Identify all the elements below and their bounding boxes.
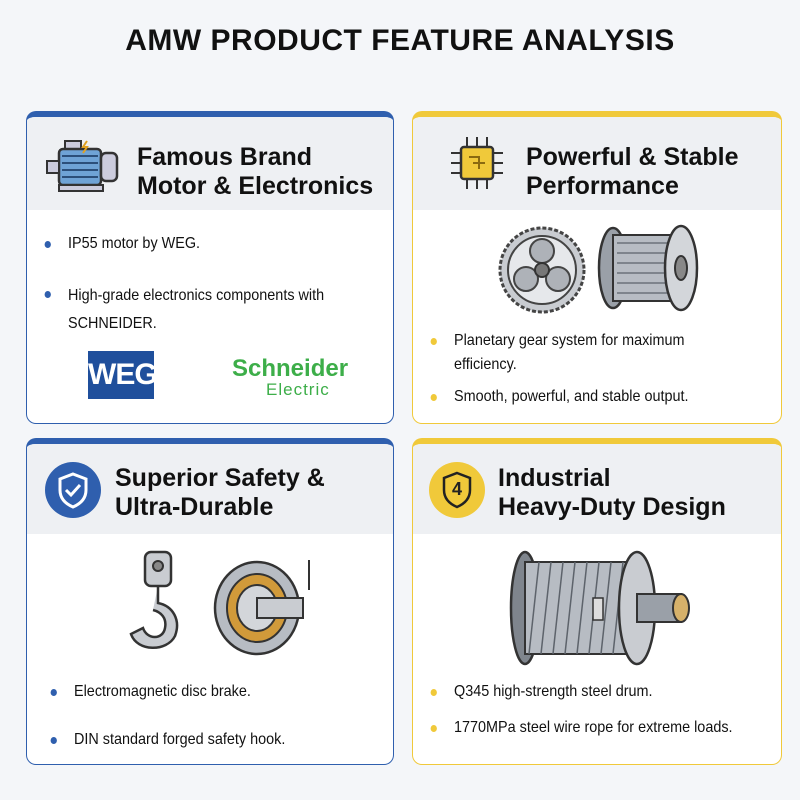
electric-motor-icon <box>46 140 119 192</box>
card-title: Industrial Heavy-Duty Design <box>498 464 726 522</box>
feature-item: Planetary gear system for maximum effici… <box>427 329 697 377</box>
feature-item: Electromagnetic disc brake. <box>47 680 344 704</box>
shield-check-icon <box>45 462 101 518</box>
safety-hook-illustration <box>129 550 179 649</box>
card-title-line: Heavy-Duty Design <box>498 493 726 521</box>
planetary-gear-illustration <box>498 226 586 314</box>
card-heavy-duty: 4 Industrial Heavy-Duty Design Q345 high… <box>412 438 782 765</box>
feature-list: Planetary gear system for maximum effici… <box>427 329 757 409</box>
card-safety: Superior Safety & Ultra-Durable Electrom… <box>26 438 394 765</box>
feature-item: Q345 high-strength steel drum. <box>427 680 733 704</box>
card-performance: Powerful & Stable Performance Planetary … <box>412 111 782 424</box>
card-title-line: Motor & Electronics <box>137 172 374 200</box>
card-title-line: Powerful & Stable <box>526 143 739 171</box>
card-title-line: Ultra-Durable <box>115 493 274 521</box>
feature-item: High-grade electronics components with S… <box>41 282 338 338</box>
feature-list: Electromagnetic disc brake. DIN standard… <box>47 680 377 752</box>
card-title: Superior Safety & Ultra-Durable <box>115 464 325 522</box>
feature-item: 1770MPa steel wire rope for extreme load… <box>427 716 733 740</box>
card-title: Famous Brand Motor & Electronics <box>137 143 373 201</box>
card-title: Powerful & Stable Performance <box>526 143 739 201</box>
winch-drum-illustration <box>597 224 699 312</box>
card-title-line: Famous Brand <box>137 143 313 171</box>
page-title: AMW PRODUCT FEATURE ANALYSIS <box>125 24 675 57</box>
feature-item: IP55 motor by WEG. <box>41 232 347 256</box>
feature-item: Smooth, powerful, and stable output. <box>427 385 724 409</box>
card-famous-brand: Famous Brand Motor & Electronics IP55 mo… <box>26 111 394 424</box>
shield-number: 4 <box>451 479 462 499</box>
feature-list: IP55 motor by WEG. High-grade electronic… <box>41 232 381 338</box>
card-title-line: Performance <box>526 172 679 200</box>
card-title-line: Superior Safety & <box>115 464 325 492</box>
shield-number-icon: 4 <box>429 462 485 518</box>
circuit-chip-icon <box>451 137 503 189</box>
weg-logo: WEG <box>88 351 158 399</box>
schneider-electric-logo: Schneider Electric <box>232 357 348 399</box>
feature-list: Q345 high-strength steel drum. 1770MPa s… <box>427 680 767 740</box>
steel-drum-wire-rope-illustration <box>509 550 690 666</box>
feature-item: DIN standard forged safety hook. <box>47 728 344 752</box>
electric-wordmark: Electric <box>266 380 330 399</box>
card-title-line: Industrial <box>498 464 611 492</box>
schneider-wordmark: Schneider <box>232 355 349 382</box>
disc-brake-illustration <box>213 560 310 656</box>
